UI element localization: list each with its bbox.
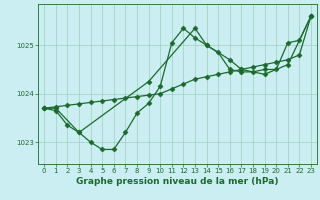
X-axis label: Graphe pression niveau de la mer (hPa): Graphe pression niveau de la mer (hPa) (76, 177, 279, 186)
